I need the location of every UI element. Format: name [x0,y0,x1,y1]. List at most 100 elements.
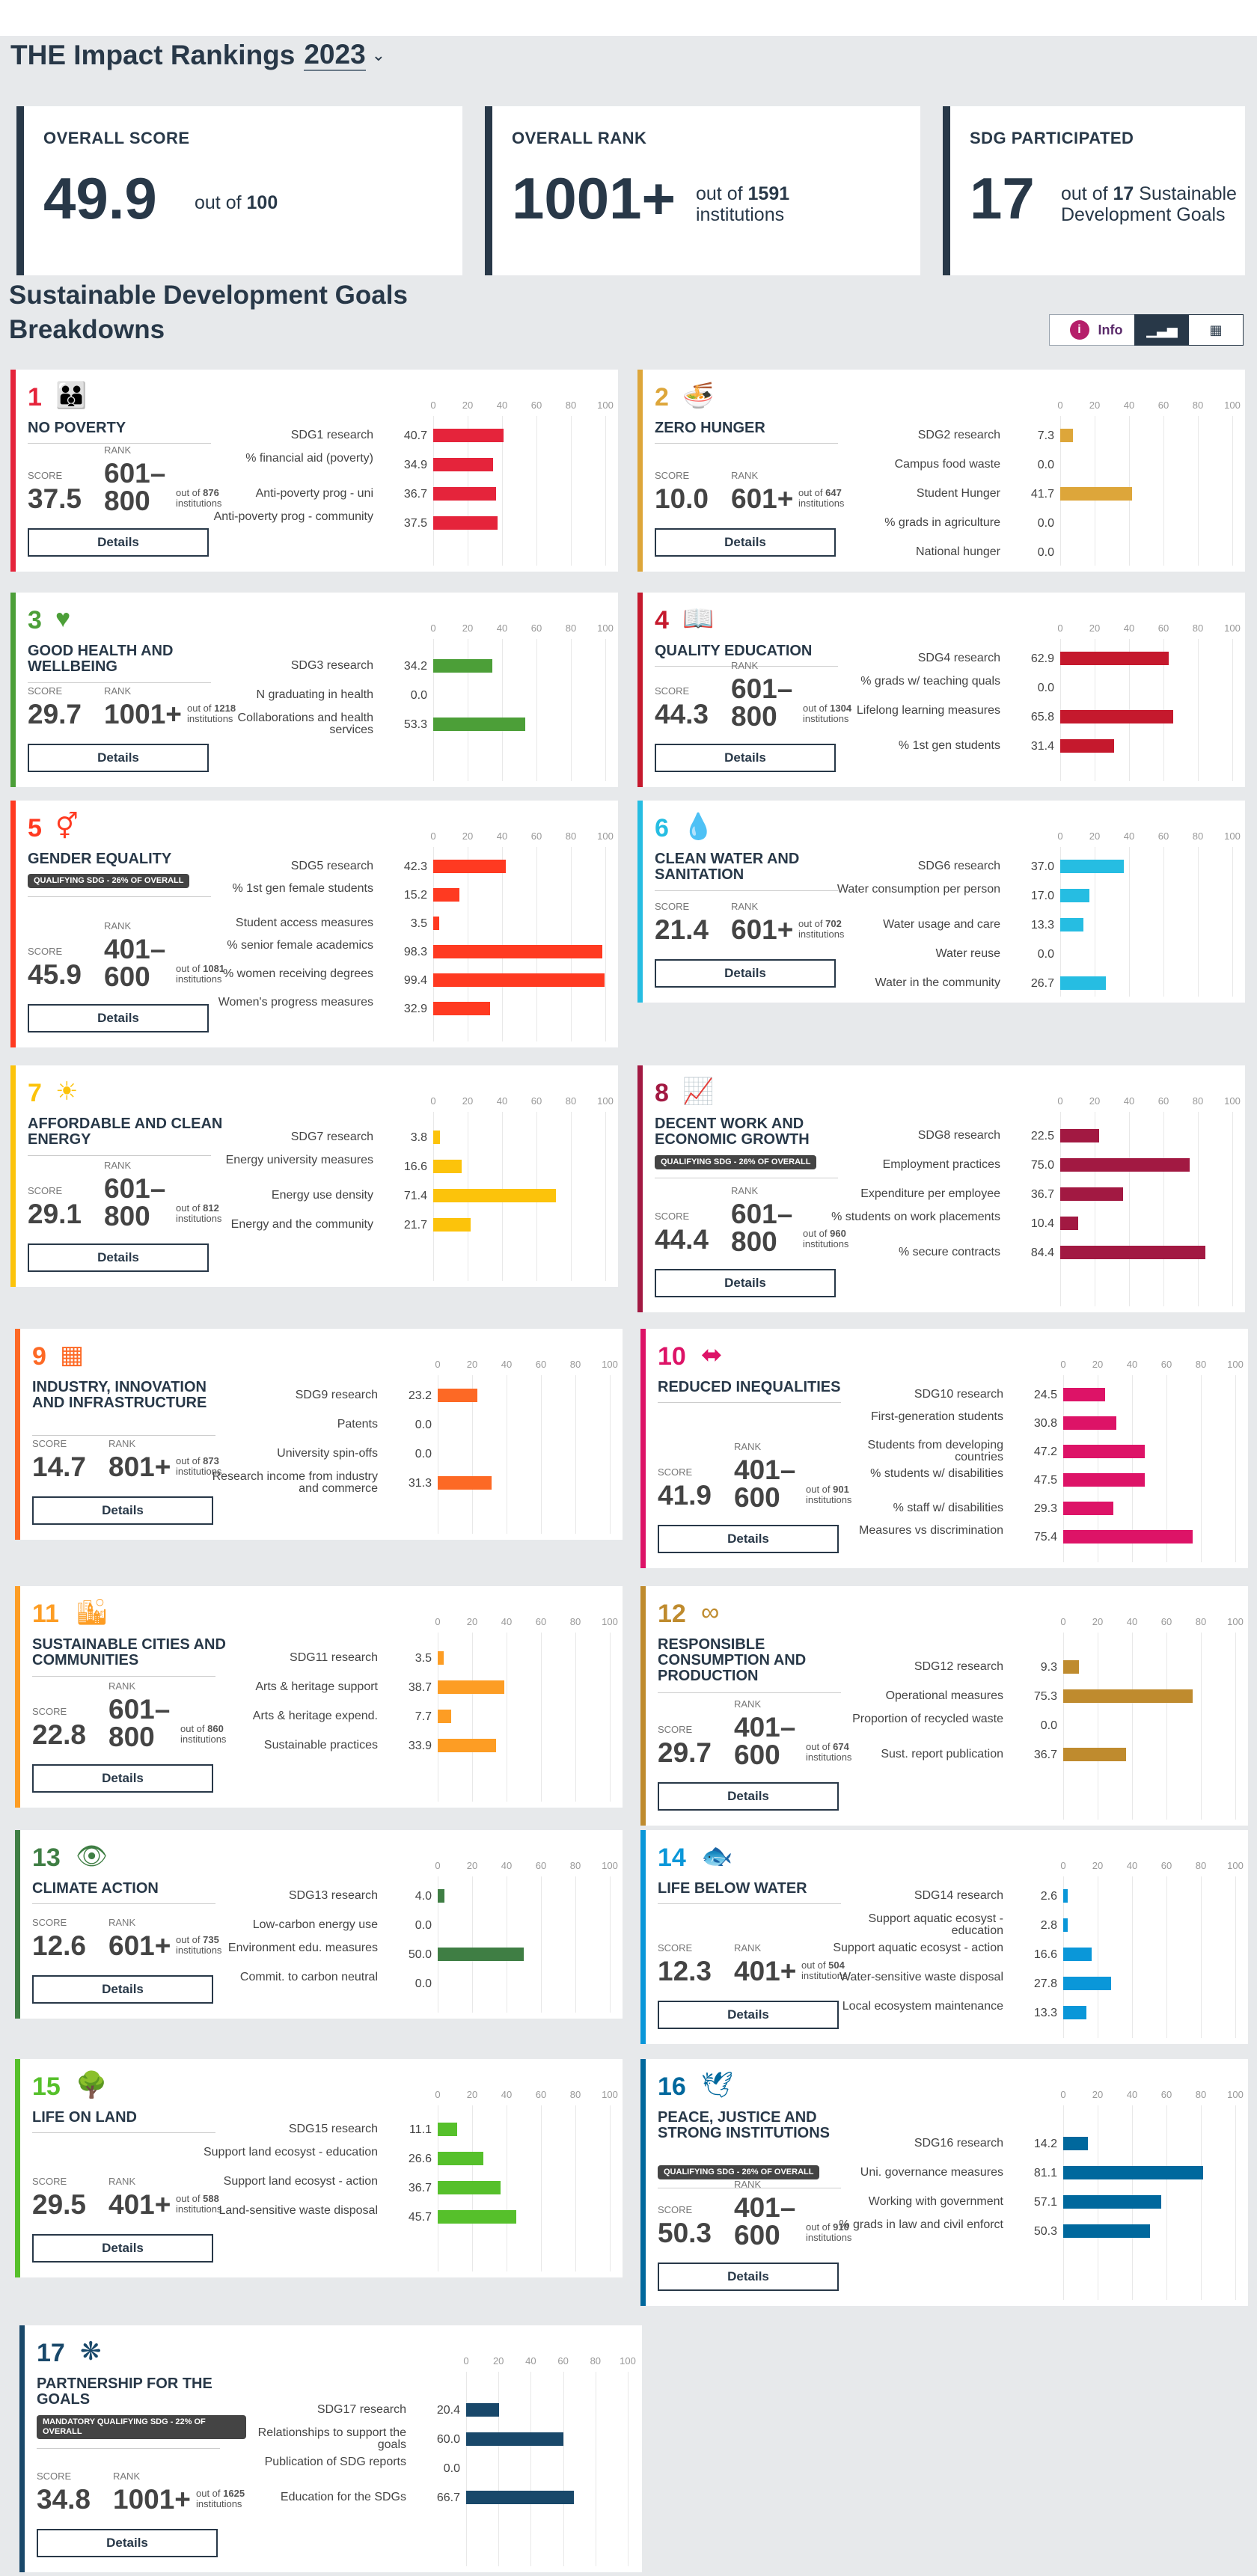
axis-tick-label: 80 [1192,400,1204,411]
metric-value: 66.7 [436,2491,460,2504]
axis-tick-label: 100 [597,400,614,411]
metric-label: Low-carbon energy use [252,1918,378,1931]
bar [433,718,525,731]
rank-value: 601– 800 [731,1199,793,1257]
gridline [1235,1375,1236,1562]
bar [1063,1948,1092,1961]
info-button[interactable]: i Info [1049,314,1143,346]
infinity-icon: ∞ [701,1598,720,1627]
details-button[interactable]: Details [28,744,209,772]
metric-value: 75.0 [1030,1159,1054,1172]
metric-label: Operational measures [885,1689,1003,1702]
divider [32,2132,215,2133]
axis-tick-label: 40 [525,2355,536,2367]
metric-label: SDG6 research [917,860,1000,872]
gridline [502,639,503,781]
year-selector[interactable]: 2023 [304,39,366,71]
details-button[interactable]: Details [32,1975,213,2004]
metric-label: N graduating in health [256,688,373,701]
details-button[interactable]: Details [28,1243,209,1272]
details-button[interactable]: Details [37,2529,218,2557]
details-button[interactable]: Details [655,1269,836,1297]
axis-tick-label: 100 [1227,2089,1244,2100]
details-button[interactable]: Details [32,2234,213,2263]
divider [658,1402,841,1403]
metric-label: SDG2 research [917,429,1000,441]
sdg-number: 2 [655,383,669,412]
axis-tick-label: 60 [535,1359,547,1370]
gridline [605,416,606,566]
family-icon: 👪 [55,382,88,410]
divider [655,890,838,891]
bar [1060,889,1090,902]
metric-label: Sustainable practices [263,1739,378,1752]
overall-score-note: out of 100 [195,192,278,213]
bar [433,973,605,987]
gridline [472,1633,473,1802]
bar [1063,1689,1193,1703]
bar [1063,1660,1080,1674]
axis-tick-label: 80 [569,1616,581,1627]
metric-label: Water consumption per person [837,883,1000,896]
metric-value: 0.0 [1037,546,1054,559]
details-button[interactable]: Details [658,2001,839,2029]
axis-tick-label: 40 [1123,622,1135,634]
gridline [536,639,537,781]
details-button[interactable]: Details [658,2263,839,2291]
chevron-down-icon[interactable]: ⌄ [371,46,386,64]
score-value: 45.9 [28,959,82,990]
details-button[interactable]: Details [658,1782,839,1811]
bar-chart-icon[interactable]: ▁▃▅ [1135,315,1189,345]
axis-tick-label: 40 [501,1616,513,1627]
axis-tick-label: 40 [1126,1860,1138,1871]
overall-rank-label: OVERALL RANK [512,129,647,147]
metric-value: 9.3 [1040,1661,1057,1674]
sdg-number: 9 [32,1342,46,1371]
sdg-title: NO POVERTY [28,420,126,436]
sdg-card-14: 14 🐟 LIFE BELOW WATER SCORE 12.3 RANK 401+ out … [640,1830,1248,2044]
gridline [610,1633,611,1802]
divider [32,1903,215,1904]
metric-label: % staff w/ disabilities [893,1502,1003,1514]
axis-tick-label: 40 [1126,2089,1138,2100]
axis-tick-label: 60 [535,2089,547,2100]
metric-label: Research income from industry and commer… [212,1470,378,1495]
sdg-number: 14 [658,1844,686,1872]
axis-tick-label: 20 [1089,1095,1101,1107]
score-value: 29.7 [658,1737,712,1768]
details-button[interactable]: Details [655,959,836,988]
rank-label: RANK [108,1680,136,1692]
bar [438,1680,504,1694]
gridline [1166,2105,1167,2300]
metric-value: 0.0 [415,1977,432,1990]
gridline [472,1876,473,2013]
bar [1060,1129,1099,1142]
sdg-card-15: 15 🌳 LIFE ON LAND SCORE 29.5 RANK 401+ out of 5… [15,2059,623,2277]
details-button[interactable]: Details [28,1004,209,1032]
sdg-participated-label: SDG PARTICIPATED [970,129,1134,147]
details-button[interactable]: Details [28,528,209,557]
sdg-card-10: 10 ⬌ REDUCED INEQUALITIES SCORE 41.9 RANK 401–… [640,1329,1248,1568]
table-icon[interactable]: ▦ [1189,315,1243,345]
divider [28,1155,211,1156]
rank-label: RANK [108,1917,136,1928]
bar [433,1218,471,1232]
details-button[interactable]: Details [658,1525,839,1553]
bar [438,2152,484,2165]
rank-value: 601– 800 [108,1694,171,1752]
bar [433,945,603,958]
metric-label: First-generation students [871,1410,1003,1423]
details-button[interactable]: Details [32,1496,213,1525]
metric-label: Sust. report publication [881,1748,1003,1760]
details-button[interactable]: Details [655,744,836,772]
details-button[interactable]: Details [32,1764,213,1793]
sdg-title: AFFORDABLE AND CLEAN ENERGY [28,1116,223,1148]
gridline [575,2105,576,2271]
metric-value: 0.0 [415,1419,432,1431]
sdg-title: GENDER EQUALITY [28,851,172,867]
bar [433,458,494,471]
axis-tick-label: 80 [565,400,577,411]
axis-tick-label: 20 [1092,1616,1104,1627]
details-button[interactable]: Details [655,528,836,557]
metric-value: 36.7 [408,2182,432,2194]
